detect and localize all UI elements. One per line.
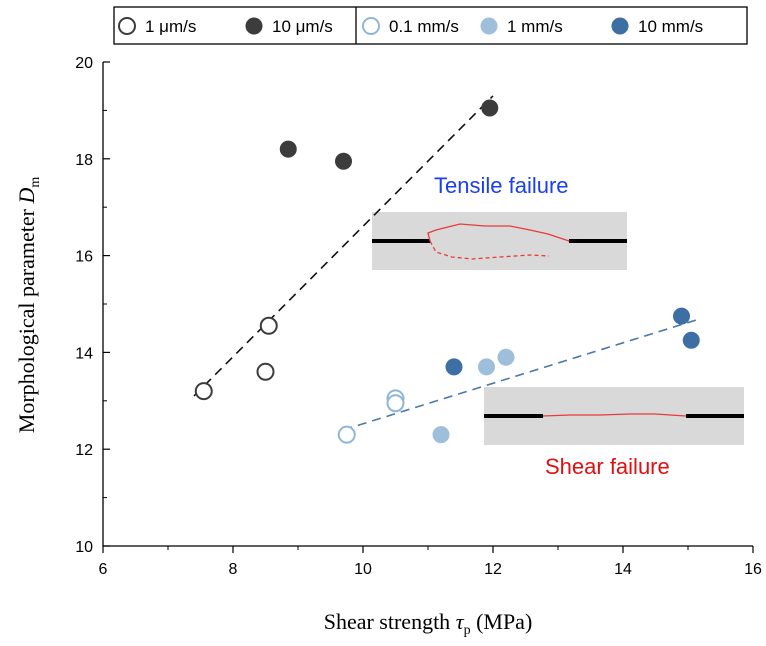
- legend: 1 μm/s 10 μm/s 0.1 mm/s 1 mm/s 10 mm/s: [118, 17, 703, 36]
- x-axis-label: Shear strength τp (MPa): [324, 609, 533, 638]
- x-tick-label: 12: [484, 561, 502, 578]
- data-point: [256, 362, 275, 381]
- legend-label: 1 μm/s: [145, 17, 196, 36]
- y-tick-label: 14: [75, 345, 93, 362]
- y-tick-label: 20: [75, 55, 93, 72]
- data-point: [673, 307, 690, 325]
- legend-marker: [611, 17, 629, 35]
- data-point: [279, 140, 297, 158]
- data-point: [481, 99, 499, 117]
- x-tick-label: 16: [744, 561, 762, 578]
- legend-label: 1 mm/s: [507, 17, 563, 36]
- data-point: [335, 152, 352, 170]
- x-tick-label: 14: [614, 561, 632, 578]
- data-point: [445, 358, 463, 376]
- legend-label: 0.1 mm/s: [389, 17, 459, 36]
- legend-marker: [480, 17, 498, 35]
- axis-labels: Shear strength τp (MPa) Morphological par…: [14, 177, 532, 638]
- plot-area: Tensile failure Shear failure: [193, 95, 702, 479]
- legend-marker: [245, 17, 263, 35]
- annotation-label: Tensile failure: [434, 173, 569, 198]
- legend-box: [113, 6, 748, 45]
- data-point: [682, 331, 700, 349]
- y-tick-label: 12: [75, 442, 93, 459]
- data-point: [478, 358, 495, 376]
- data-point: [337, 425, 356, 444]
- legend-marker: [362, 17, 380, 35]
- x-tick-label: 6: [99, 561, 108, 578]
- data-point: [432, 426, 450, 444]
- x-tick-label: 8: [229, 561, 238, 578]
- data-point: [386, 394, 405, 413]
- shear-failure-inset: [484, 387, 744, 445]
- data-point: [497, 348, 515, 366]
- axes: 6 8 10 12 14 16 10 12 14 16 18 20: [75, 55, 762, 578]
- data-point: [194, 382, 213, 401]
- annotation-label: Shear failure: [545, 454, 670, 479]
- trendline: [193, 95, 494, 397]
- legend-label: 10 mm/s: [638, 17, 703, 36]
- legend-marker: [118, 17, 136, 35]
- legend-label: 10 μm/s: [272, 17, 333, 36]
- tensile-failure-inset: [372, 212, 627, 270]
- x-tick-label: 10: [354, 561, 372, 578]
- trendline: [343, 317, 702, 431]
- data-point: [259, 316, 278, 335]
- y-tick-label: 18: [75, 152, 93, 169]
- y-tick-label: 10: [75, 539, 93, 556]
- y-axis-label: Morphological parameter Dm: [14, 177, 43, 434]
- y-tick-label: 16: [75, 249, 93, 266]
